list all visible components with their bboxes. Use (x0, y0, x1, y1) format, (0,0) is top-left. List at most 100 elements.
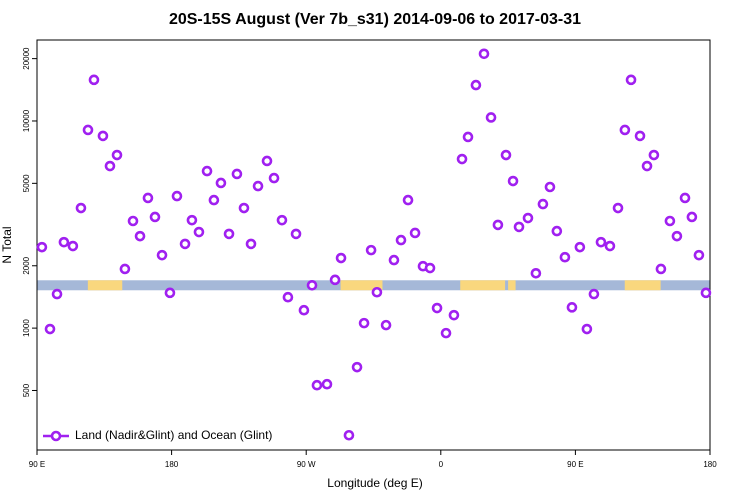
point (559, 251, 571, 263)
x-tick-label: 180 (703, 460, 717, 469)
point (485, 112, 497, 123)
point (456, 153, 468, 165)
point (36, 241, 48, 253)
point (268, 172, 280, 184)
point (223, 228, 235, 240)
point (82, 124, 94, 136)
point (470, 79, 482, 91)
point (58, 236, 70, 248)
point (492, 219, 504, 231)
point (298, 304, 310, 316)
point (440, 327, 452, 339)
point (588, 288, 600, 300)
point (612, 202, 624, 214)
point (343, 429, 355, 441)
point (142, 192, 154, 204)
land-strip (460, 280, 506, 291)
point (311, 379, 323, 391)
point (88, 74, 100, 86)
x-tick-label: 0 (439, 460, 444, 469)
land-strip (340, 280, 383, 291)
point (104, 160, 116, 172)
point (371, 286, 383, 298)
point (551, 225, 563, 237)
point (44, 323, 56, 335)
point (282, 291, 294, 303)
point (358, 317, 370, 329)
x-tick-label: 90 W (297, 460, 316, 469)
point (97, 130, 109, 142)
point (365, 244, 377, 256)
point (431, 302, 443, 314)
y-tick-label: 5000 (22, 174, 31, 192)
point (507, 175, 519, 187)
point (306, 279, 318, 291)
point (335, 252, 347, 264)
chart-title: 20S-15S August (Ver 7b_s31) 2014-09-06 t… (169, 11, 581, 28)
point (321, 378, 333, 390)
land-strip (87, 280, 123, 291)
point (51, 288, 63, 300)
point (201, 165, 213, 177)
point (193, 226, 205, 238)
point (395, 234, 407, 246)
y-tick-label: 10000 (22, 109, 31, 132)
point (513, 221, 525, 233)
legend-marker (50, 430, 62, 442)
point (208, 194, 220, 206)
point (186, 214, 198, 226)
point (595, 236, 607, 248)
point (119, 263, 131, 275)
point (655, 263, 667, 275)
point (171, 190, 183, 202)
point (641, 160, 653, 172)
y-tick-label: 1000 (22, 319, 31, 337)
point (634, 130, 646, 142)
point (329, 274, 341, 286)
point (238, 202, 250, 214)
point (388, 254, 400, 266)
point (693, 249, 705, 261)
point (351, 361, 363, 373)
point (648, 149, 660, 161)
point (245, 238, 257, 250)
point (574, 241, 586, 253)
land-strip (508, 280, 516, 291)
point (522, 212, 534, 224)
y-tick-label: 500 (22, 383, 31, 397)
point (156, 249, 168, 261)
land-strip (624, 280, 661, 291)
point (134, 230, 146, 242)
point (478, 48, 490, 60)
point (290, 228, 302, 240)
x-tick-label: 90 E (29, 460, 45, 469)
point (215, 177, 227, 189)
x-tick-label: 90 E (567, 460, 583, 469)
y-tick-label: 2000 (22, 256, 31, 274)
point (462, 131, 474, 143)
point (179, 238, 191, 250)
point (75, 202, 87, 214)
point (537, 198, 549, 210)
y-tick-label: 20000 (22, 47, 31, 70)
point (581, 323, 593, 335)
y-axis-label: N Total (0, 226, 14, 263)
point (67, 240, 79, 252)
point (566, 302, 578, 313)
point (231, 168, 243, 180)
point (544, 181, 556, 193)
x-tick-label: 180 (165, 460, 179, 469)
point (380, 319, 392, 331)
point (530, 267, 542, 279)
point (127, 215, 139, 227)
point (409, 227, 421, 239)
point (261, 155, 273, 167)
legend-label: Land (Nadir&Glint) and Ocean (Glint) (75, 428, 272, 442)
point (664, 215, 676, 227)
point (625, 74, 637, 86)
point (686, 211, 698, 223)
point (111, 149, 123, 161)
point (164, 287, 176, 299)
plot-frame (36, 39, 711, 451)
